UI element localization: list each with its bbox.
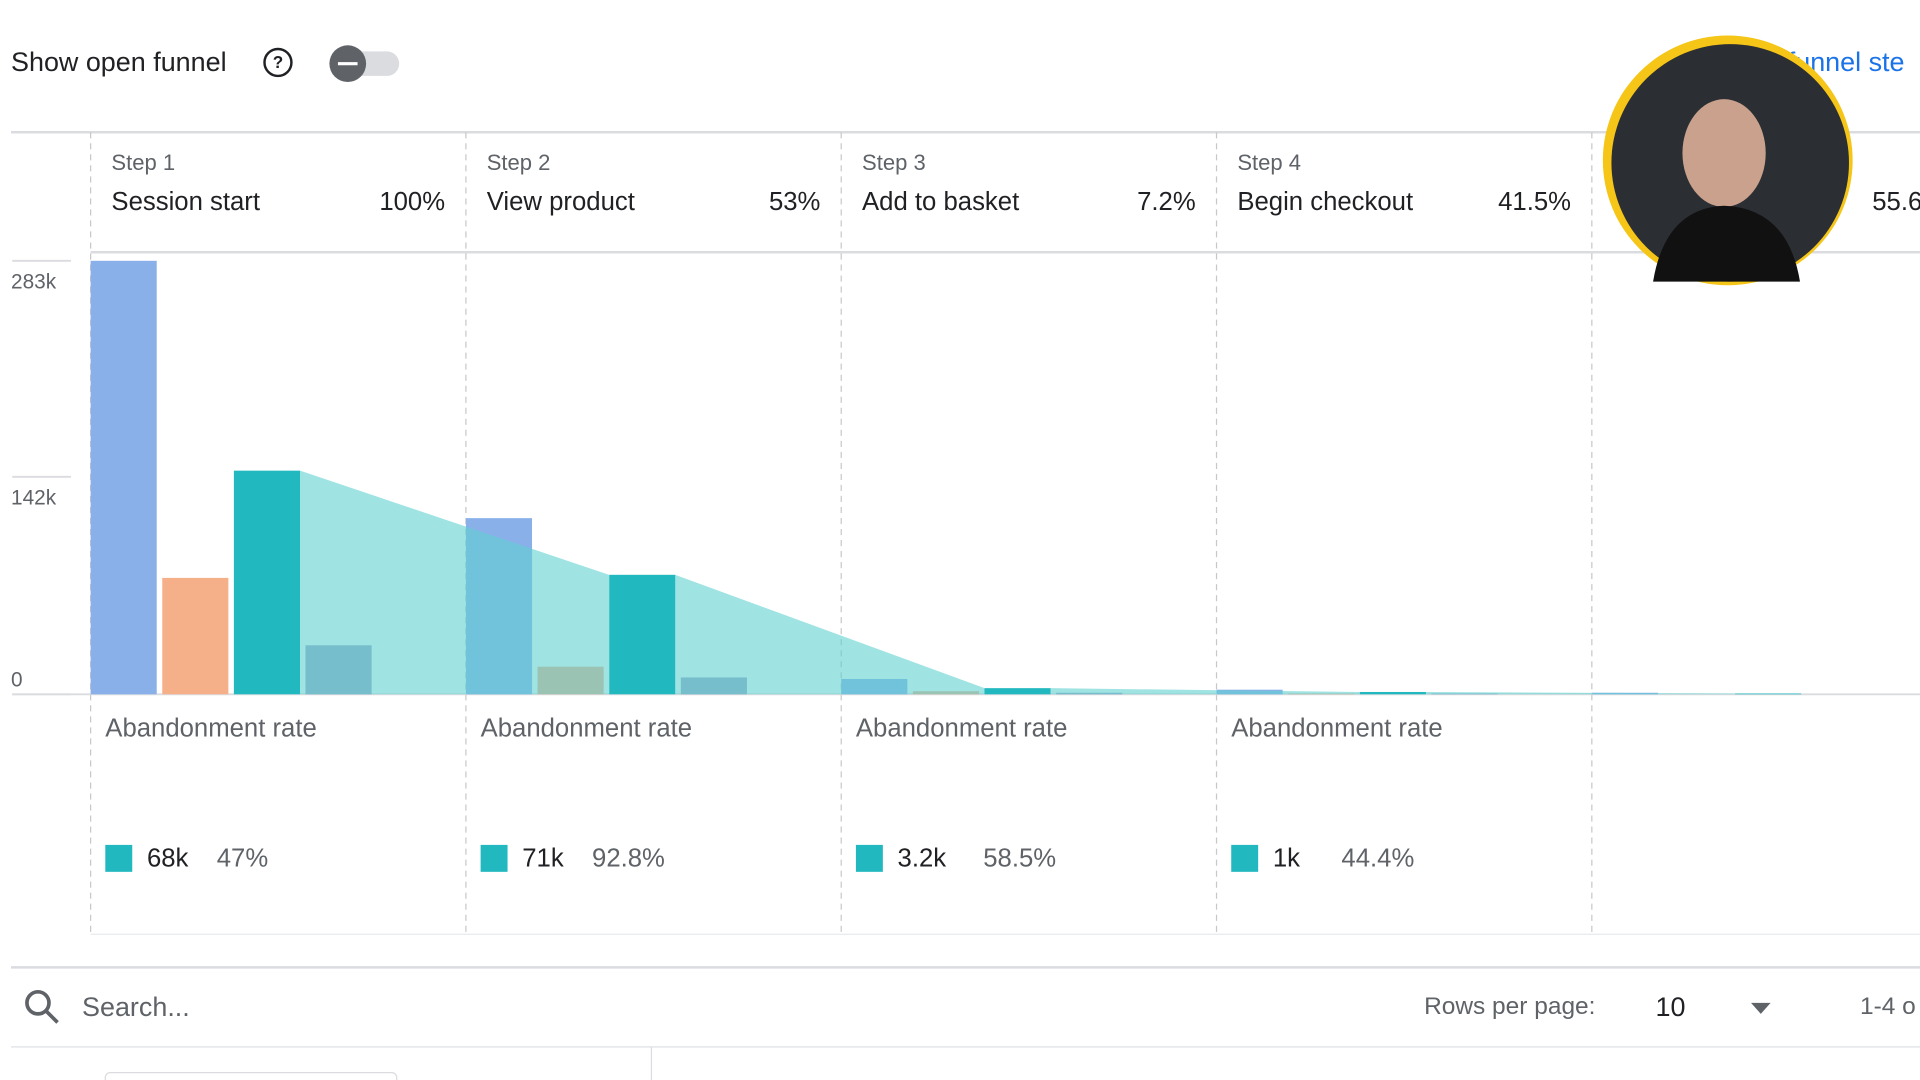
step-rate: 41.5% bbox=[1498, 188, 1571, 216]
bar bbox=[609, 574, 676, 695]
bar bbox=[162, 577, 229, 695]
bar bbox=[90, 260, 157, 695]
webcam-overlay bbox=[1602, 35, 1853, 286]
dropdown-arrow[interactable] bbox=[1751, 1002, 1771, 1014]
search-input[interactable]: Search... bbox=[82, 992, 190, 1022]
abandonment-count: 1k bbox=[1273, 844, 1300, 872]
abandonment-title: Abandonment rate bbox=[1231, 715, 1443, 743]
abandonment-area bbox=[300, 470, 610, 695]
step-name: Session start bbox=[111, 188, 260, 216]
rows-per-page-label: Rows per page: bbox=[1424, 993, 1595, 1020]
step-name: View product bbox=[487, 188, 635, 216]
abandonment-count: 68k bbox=[147, 844, 189, 872]
y-tick-label: 142k bbox=[11, 486, 57, 509]
chart: 0 142k 283k Step 1 Session start 100% Step 2 Vi… bbox=[11, 132, 1920, 935]
table-control[interactable] bbox=[104, 1072, 398, 1080]
bar bbox=[1735, 693, 1802, 695]
step-name: Begin checkout bbox=[1237, 188, 1413, 216]
toggle-label: Show open funnel bbox=[11, 47, 227, 77]
abandonment-title: Abandonment rate bbox=[481, 715, 693, 743]
step-rate: 100% bbox=[379, 188, 445, 216]
abandonment-count: 71k bbox=[522, 844, 564, 872]
abandonment-rate: 47% bbox=[217, 844, 268, 872]
legend-swatch bbox=[1231, 844, 1259, 872]
toggle-switch[interactable] bbox=[329, 45, 400, 83]
step-label: Step 2 bbox=[487, 150, 551, 175]
svg-text:?: ? bbox=[273, 52, 283, 72]
step-label: Step 3 bbox=[862, 150, 926, 175]
abandonment-count: 3.2k bbox=[898, 844, 947, 872]
bar bbox=[1359, 691, 1426, 695]
y-tick-label: 0 bbox=[11, 668, 23, 691]
step-rate: 55.6 bbox=[1872, 188, 1920, 216]
bar bbox=[984, 688, 1051, 695]
abandonment-title: Abandonment rate bbox=[105, 715, 317, 743]
abandonment-rate: 44.4% bbox=[1341, 844, 1414, 872]
abandonment-rate: 58.5% bbox=[983, 844, 1056, 872]
step-rate: 7.2% bbox=[1137, 188, 1196, 216]
abandonment-area bbox=[1425, 691, 1736, 695]
search-icon bbox=[25, 990, 59, 1024]
bar bbox=[233, 470, 300, 695]
legend-swatch bbox=[480, 844, 508, 872]
rows-per-page-value[interactable]: 10 bbox=[1656, 992, 1686, 1022]
y-tick-label: 283k bbox=[11, 270, 57, 293]
legend-swatch bbox=[105, 844, 133, 872]
abandonment-title: Abandonment rate bbox=[856, 715, 1068, 743]
step-label: Step 1 bbox=[111, 150, 175, 175]
abandonment-rate: 92.8% bbox=[592, 844, 665, 872]
step-rate: 53% bbox=[769, 188, 820, 216]
help-icon[interactable]: ? bbox=[263, 47, 293, 78]
abandonment-area bbox=[675, 574, 985, 695]
pagination-range: 1-4 o bbox=[1860, 993, 1916, 1020]
legend-swatch bbox=[855, 844, 883, 872]
abandonment-area bbox=[1050, 688, 1360, 695]
step-name: Add to basket bbox=[862, 188, 1019, 216]
step-label: Step 4 bbox=[1237, 150, 1301, 175]
